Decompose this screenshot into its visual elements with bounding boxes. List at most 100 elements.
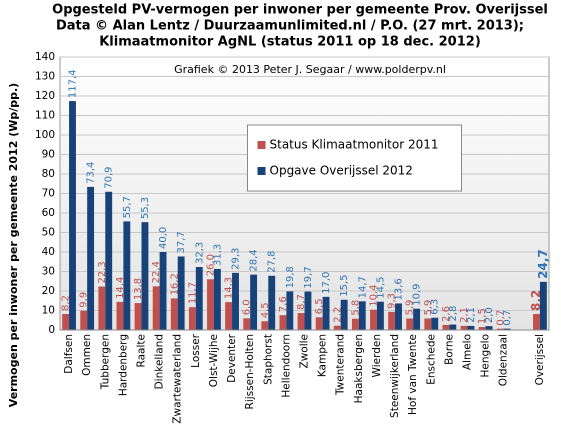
bar xyxy=(442,324,450,330)
bar xyxy=(315,317,323,330)
value-label: 73,4 xyxy=(86,162,97,184)
bar xyxy=(297,313,305,330)
value-label: 9,3 xyxy=(387,293,398,309)
bar xyxy=(250,274,258,330)
value-label: 28,4 xyxy=(249,249,260,271)
bar xyxy=(243,318,251,330)
chart-title: Klimaatmonitor AgNL (status 2011 op 18 d… xyxy=(99,35,481,50)
y-tick-label: 60 xyxy=(42,207,55,219)
legend-label: Opgave Overijssel 2012 xyxy=(270,164,413,178)
value-label: 6,0 xyxy=(242,299,253,315)
bar xyxy=(406,318,414,330)
bar xyxy=(351,318,359,330)
value-label: 5,9 xyxy=(423,300,434,316)
y-axis-label: Vermogen per inwoner per gemeente 2012 (… xyxy=(7,83,20,407)
x-tick-label: Dalfsen xyxy=(63,334,75,374)
x-tick-label: Twenterand xyxy=(335,334,347,396)
value-label: 4,5 xyxy=(260,302,271,318)
value-label: 13,8 xyxy=(133,278,144,300)
value-label: 5,9 xyxy=(405,300,416,316)
bar xyxy=(304,291,312,330)
x-tick-label: Hof van Twente xyxy=(407,334,419,415)
y-tick-label: 120 xyxy=(35,90,55,102)
bar xyxy=(195,267,203,330)
value-label: 2,6 xyxy=(441,306,452,322)
bar xyxy=(340,299,348,330)
bar xyxy=(98,286,106,330)
bar xyxy=(116,301,124,330)
value-label: 7,6 xyxy=(278,296,289,312)
value-label: 13,6 xyxy=(393,278,404,300)
x-tick-label: Steenwijkerland xyxy=(389,334,401,418)
x-tick-label: Losser xyxy=(190,333,202,367)
legend-box xyxy=(247,124,462,192)
x-tick-label: Staphorst xyxy=(262,334,274,385)
bar xyxy=(533,314,540,330)
bar xyxy=(376,301,384,330)
x-tick-label: Tubbergen xyxy=(99,334,111,390)
x-tick-label: Ommen xyxy=(81,334,93,376)
bar xyxy=(460,325,468,330)
bar xyxy=(388,311,396,330)
value-label: 2,0 xyxy=(484,307,495,323)
bar xyxy=(449,324,457,330)
bar xyxy=(370,309,377,330)
value-label: 16,2 xyxy=(169,273,180,295)
y-tick-label: 100 xyxy=(35,129,55,141)
bar xyxy=(424,318,432,330)
y-tick-label: 10 xyxy=(42,305,55,317)
value-label: 6,3 xyxy=(430,299,441,315)
value-label: 0,7 xyxy=(502,310,513,326)
x-tick-label: Zwartewaterland xyxy=(172,334,184,424)
bar xyxy=(286,291,294,330)
value-label: 40,0 xyxy=(158,227,169,249)
bar xyxy=(485,326,493,330)
legend-swatch xyxy=(257,167,266,175)
value-label: 1,5 xyxy=(477,308,488,324)
x-tick-label: Deventer xyxy=(226,333,238,382)
value-label: 9,9 xyxy=(79,292,90,308)
x-tick-label: Wierden xyxy=(371,334,383,377)
legend-swatch xyxy=(257,141,266,149)
bar xyxy=(213,268,221,330)
value-label: 37,7 xyxy=(176,231,187,253)
y-tick-label: 130 xyxy=(35,71,55,83)
bar xyxy=(159,252,167,330)
x-tick-label: Oldenzaal xyxy=(498,334,510,386)
y-tick-label: 110 xyxy=(35,110,55,122)
y-tick-label: 20 xyxy=(42,285,55,297)
bar xyxy=(261,321,269,330)
value-label: 22,4 xyxy=(151,261,162,283)
x-tick-label: Hellendoorn xyxy=(280,334,292,398)
x-tick-label: Rijssen-Holten xyxy=(244,334,256,409)
y-tick-label: 140 xyxy=(35,51,55,63)
bar xyxy=(105,191,113,330)
value-label: 2,8 xyxy=(448,306,459,322)
bar xyxy=(69,101,76,330)
value-label: 0,7 xyxy=(495,310,506,326)
value-label: 55,3 xyxy=(140,197,151,219)
annotation: Grafiek © 2013 Peter J. Segaar / www.pol… xyxy=(174,63,446,76)
x-tick-label: Kampen xyxy=(317,334,329,377)
x-tick-label: Dinkelland xyxy=(154,334,166,389)
bar xyxy=(478,327,486,330)
x-tick-label: Haaksbergen xyxy=(353,334,365,403)
y-tick-label: 50 xyxy=(42,227,55,239)
value-label: 8,2 xyxy=(529,290,543,311)
bar xyxy=(413,308,421,330)
value-label: 27,8 xyxy=(267,251,278,273)
value-label: 11,7 xyxy=(187,282,198,304)
value-label: 8,7 xyxy=(296,294,307,310)
value-label: 17,0 xyxy=(321,272,332,294)
x-tick-label: Olst-Wijhe xyxy=(208,334,220,387)
bar xyxy=(62,314,70,330)
bar xyxy=(87,186,95,330)
bar xyxy=(232,272,239,330)
bar xyxy=(188,307,196,330)
x-tick-label: Enschede xyxy=(425,334,437,385)
y-tick-label: 40 xyxy=(42,246,55,258)
value-label: 2,1 xyxy=(459,307,470,323)
bar xyxy=(395,303,402,330)
value-label: 24,7 xyxy=(536,249,550,279)
